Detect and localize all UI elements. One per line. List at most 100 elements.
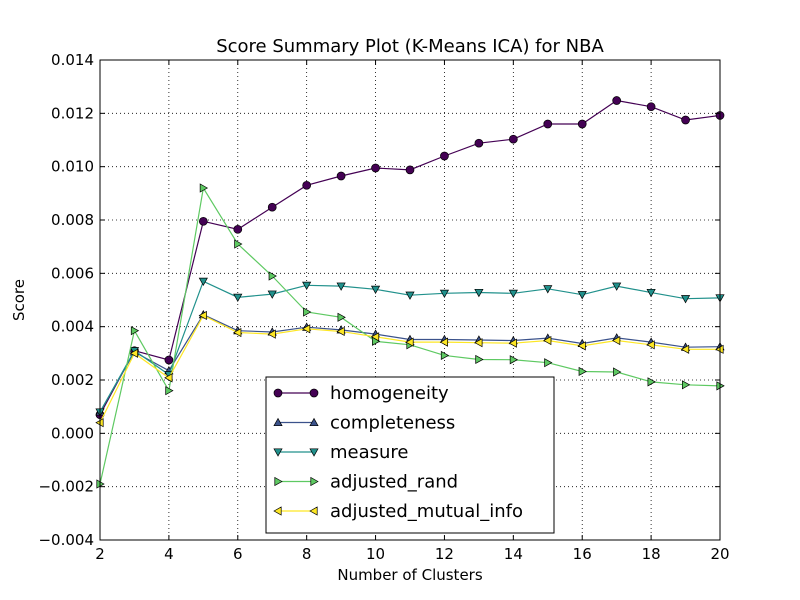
legend-marker xyxy=(273,417,283,427)
legend-item: completeness xyxy=(273,413,455,434)
data-point xyxy=(301,324,311,334)
data-point xyxy=(440,151,449,161)
data-point xyxy=(302,180,312,190)
data-point xyxy=(130,326,140,336)
legend-label: completeness xyxy=(330,413,455,434)
data-point xyxy=(577,341,586,351)
data-point xyxy=(336,326,345,337)
legend-marker xyxy=(310,476,319,487)
legend-marker xyxy=(273,388,283,398)
data-point xyxy=(681,115,690,125)
data-point xyxy=(198,216,208,226)
x-tick-label: 20 xyxy=(710,545,729,563)
data-point xyxy=(233,293,243,303)
y-tick-label: 0.004 xyxy=(51,318,94,336)
data-point xyxy=(509,355,519,365)
x-axis-label: Number of Clusters xyxy=(337,566,482,584)
data-point xyxy=(268,271,277,281)
legend-label: homogeneity xyxy=(330,383,449,404)
data-point xyxy=(577,119,587,129)
data-point xyxy=(336,282,346,291)
data-point xyxy=(646,340,655,350)
legend-item: measure xyxy=(273,442,409,463)
data-point xyxy=(199,183,209,193)
legend-item: adjusted_rand xyxy=(274,472,458,493)
data-point xyxy=(508,289,518,299)
data-point xyxy=(233,224,243,234)
data-point xyxy=(474,288,484,298)
legend-marker xyxy=(309,388,319,398)
x-tick-label: 14 xyxy=(504,545,523,563)
y-tick-label: 0.000 xyxy=(51,424,94,442)
data-point xyxy=(233,327,242,338)
data-point xyxy=(680,295,691,304)
data-point xyxy=(439,337,448,347)
legend-item: homogeneity xyxy=(273,383,449,404)
data-point xyxy=(647,377,656,387)
legend: homogeneity completeness measure adjusted_r… xyxy=(265,376,555,534)
data-point xyxy=(370,285,381,295)
data-point xyxy=(646,102,656,112)
data-point xyxy=(544,358,553,368)
data-point xyxy=(611,335,621,346)
data-point xyxy=(164,373,173,383)
data-point xyxy=(405,165,415,175)
data-point xyxy=(164,355,174,365)
data-point xyxy=(612,96,622,105)
data-point xyxy=(474,138,484,148)
legend-label: adjusted_mutual_info xyxy=(330,501,523,522)
legend-marker xyxy=(309,448,319,457)
data-point xyxy=(439,289,450,299)
data-point xyxy=(198,310,207,321)
legend-marker xyxy=(273,448,283,457)
legend-label: adjusted_rand xyxy=(330,472,458,493)
legend-label: measure xyxy=(330,442,409,463)
data-point xyxy=(577,291,587,300)
x-tick-label: 4 xyxy=(164,545,174,563)
data-point xyxy=(129,348,138,358)
x-tick-label: 8 xyxy=(302,545,312,563)
data-point xyxy=(198,277,208,287)
x-tick-label: 16 xyxy=(573,545,592,563)
data-point xyxy=(165,386,174,396)
y-tick-label: 0.006 xyxy=(51,264,94,282)
legend-marker xyxy=(309,417,319,427)
series-adjusted-rand xyxy=(96,183,725,489)
data-point xyxy=(267,329,276,339)
data-point xyxy=(682,380,691,390)
data-point xyxy=(337,312,346,322)
data-point xyxy=(267,202,277,212)
y-tick-label: 0.014 xyxy=(51,51,94,69)
y-tick-label: −0.002 xyxy=(38,478,94,496)
legend-marker xyxy=(274,476,283,487)
x-tick-label: 18 xyxy=(642,545,661,563)
data-point xyxy=(302,281,312,291)
legend-marker xyxy=(273,506,282,516)
data-point xyxy=(543,285,553,294)
data-point xyxy=(336,171,346,181)
chart-title: Score Summary Plot (K-Means ICA) for NBA xyxy=(216,36,604,57)
data-point xyxy=(370,332,380,342)
data-point xyxy=(303,307,312,317)
legend-marker xyxy=(309,506,318,516)
data-point xyxy=(508,338,517,348)
data-point xyxy=(440,350,450,361)
x-tick-label: 6 xyxy=(233,545,243,563)
data-point xyxy=(612,282,622,291)
data-point xyxy=(613,367,622,377)
data-point xyxy=(267,290,277,299)
y-axis-label: Score xyxy=(10,279,28,321)
data-point xyxy=(680,344,690,354)
x-tick-label: 2 xyxy=(95,545,105,563)
y-tick-label: −0.004 xyxy=(38,531,94,549)
data-point xyxy=(474,338,483,348)
data-point xyxy=(646,288,656,298)
data-point xyxy=(405,291,415,300)
data-point xyxy=(371,163,380,173)
axis-ticks: 2 4 6 8 10 12 14 16 18 20 −0.004 −0.002 0.000 0.002 0.… xyxy=(38,51,729,563)
x-tick-label: 10 xyxy=(366,545,385,563)
y-tick-label: 0.010 xyxy=(51,158,94,176)
plot-frame xyxy=(99,59,721,541)
data-point xyxy=(475,354,484,365)
